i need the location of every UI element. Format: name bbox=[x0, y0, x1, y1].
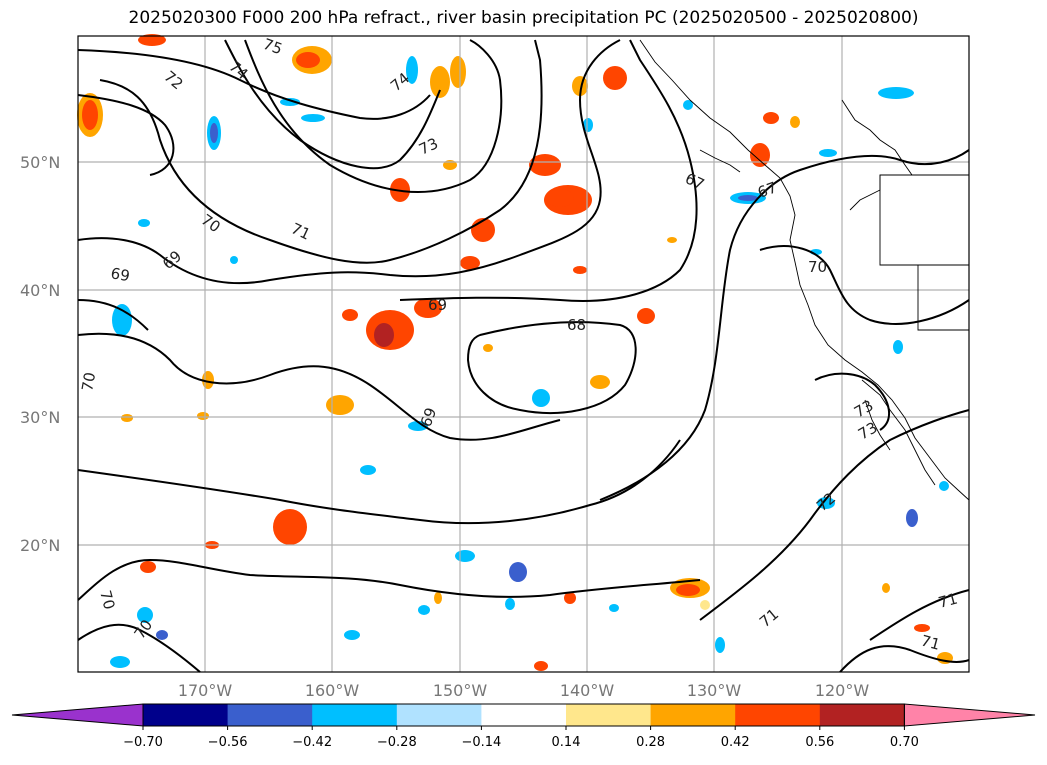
colorbar-tick-label: −0.14 bbox=[461, 735, 501, 750]
lon-label: 150°W bbox=[433, 681, 488, 700]
colorbar-segment bbox=[481, 704, 567, 726]
lat-label: 40°N bbox=[20, 281, 60, 300]
map-panel: 75 74 72 74 73 71 70 69 69 69 68 70 69 6… bbox=[77, 34, 970, 673]
contour-label: 70 bbox=[96, 588, 118, 611]
lon-label: 170°W bbox=[178, 681, 233, 700]
contour-label: 69 bbox=[428, 296, 447, 314]
lon-label: 120°W bbox=[815, 681, 870, 700]
contour-label: 71 bbox=[936, 590, 959, 612]
colorbar-extend-min bbox=[11, 703, 144, 727]
colorbar-tick-label: 0.70 bbox=[890, 735, 919, 750]
longitude-labels: 170°W 160°W 150°W 140°W 130°W 120°W bbox=[178, 681, 870, 700]
contour-label: 70 bbox=[78, 371, 99, 393]
colorbar-extend-max bbox=[903, 703, 1036, 727]
contour-label: 71 bbox=[919, 631, 942, 653]
colorbar-tick-label: −0.56 bbox=[208, 735, 248, 750]
contour-label: 68 bbox=[567, 316, 586, 334]
positive-anomaly-blobs bbox=[77, 34, 953, 671]
contour-label: 75 bbox=[261, 35, 285, 58]
colorbar-segment bbox=[227, 704, 313, 726]
colorbar-segment bbox=[650, 704, 736, 726]
colorbar-segment bbox=[143, 704, 229, 726]
colorbar-tick-label: 0.28 bbox=[636, 735, 665, 750]
map-frame bbox=[77, 35, 970, 673]
colorbar-tick-label: 0.42 bbox=[721, 735, 750, 750]
colorbar-tick-label: −0.28 bbox=[377, 735, 417, 750]
colorbar-segment bbox=[312, 704, 398, 726]
colorbar-segment bbox=[396, 704, 482, 726]
refractivity-contours bbox=[77, 39, 970, 673]
precip-shading bbox=[77, 34, 953, 671]
colorbar-tick-label: −0.70 bbox=[123, 735, 163, 750]
colorbar-segment bbox=[735, 704, 821, 726]
colorbar-tick-label: 0.14 bbox=[552, 735, 581, 750]
contour-label: 69 bbox=[109, 264, 131, 285]
colorbar-segment bbox=[819, 704, 905, 726]
coastlines bbox=[639, 39, 970, 501]
map-title: 2025020300 F000 200 hPa refract., river … bbox=[128, 8, 919, 28]
negative-anomaly-blobs bbox=[110, 56, 949, 668]
lon-label: 130°W bbox=[687, 681, 742, 700]
colorbar-segment bbox=[566, 704, 652, 726]
colorbar: −0.70 −0.56 −0.42 −0.28 −0.14 0.14 0.28 0.42 0.5… bbox=[11, 703, 1036, 750]
contour-label: 70 bbox=[808, 258, 827, 276]
colorbar-frame bbox=[142, 703, 905, 727]
lon-label: 160°W bbox=[305, 681, 360, 700]
lon-label: 140°W bbox=[560, 681, 615, 700]
contour-label: 69 bbox=[417, 405, 440, 429]
colorbar-tick-label: −0.42 bbox=[292, 735, 332, 750]
latitude-labels: 50°N 40°N 30°N 20°N bbox=[20, 153, 60, 555]
contour-label: 67 bbox=[755, 178, 779, 201]
lat-label: 20°N bbox=[20, 536, 60, 555]
lat-label: 50°N bbox=[20, 153, 60, 172]
colorbar-tick-label: 0.56 bbox=[805, 735, 834, 750]
lat-label: 30°N bbox=[20, 408, 60, 427]
